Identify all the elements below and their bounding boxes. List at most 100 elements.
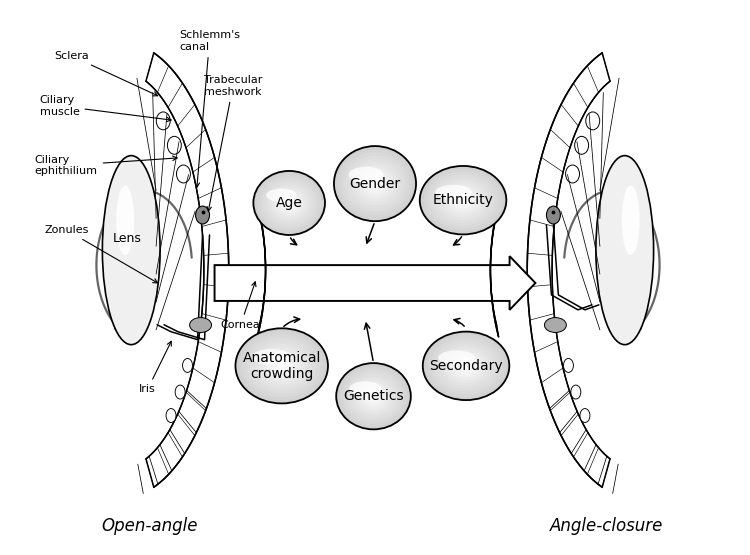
Ellipse shape — [456, 194, 470, 206]
Ellipse shape — [586, 112, 600, 130]
Ellipse shape — [438, 350, 475, 365]
Ellipse shape — [116, 185, 134, 255]
Ellipse shape — [571, 385, 580, 399]
Ellipse shape — [340, 152, 410, 215]
Ellipse shape — [364, 388, 382, 405]
Ellipse shape — [262, 179, 316, 227]
Ellipse shape — [334, 146, 416, 221]
Text: Age: Age — [276, 196, 302, 210]
Text: Trabecular
meshwork: Trabecular meshwork — [204, 75, 262, 211]
Polygon shape — [527, 53, 610, 487]
Ellipse shape — [349, 166, 383, 183]
Ellipse shape — [349, 374, 398, 418]
Text: Ciliary
muscle: Ciliary muscle — [40, 95, 171, 122]
Ellipse shape — [424, 169, 502, 231]
Ellipse shape — [448, 351, 484, 380]
Ellipse shape — [280, 195, 298, 211]
Ellipse shape — [344, 155, 406, 212]
Ellipse shape — [102, 155, 160, 345]
Ellipse shape — [196, 206, 209, 224]
Ellipse shape — [370, 393, 376, 399]
Ellipse shape — [343, 369, 404, 424]
Ellipse shape — [358, 382, 389, 410]
Ellipse shape — [445, 349, 488, 383]
Ellipse shape — [260, 176, 319, 230]
Ellipse shape — [544, 317, 566, 332]
Ellipse shape — [247, 337, 316, 394]
Polygon shape — [490, 203, 499, 337]
Ellipse shape — [236, 329, 328, 403]
Ellipse shape — [268, 184, 310, 221]
Ellipse shape — [272, 187, 307, 219]
Ellipse shape — [361, 385, 386, 407]
Text: Ethnicity: Ethnicity — [433, 193, 494, 207]
Ellipse shape — [348, 159, 402, 209]
Ellipse shape — [259, 347, 305, 385]
Ellipse shape — [448, 189, 478, 211]
Ellipse shape — [430, 174, 496, 226]
Ellipse shape — [251, 341, 313, 391]
Ellipse shape — [430, 337, 502, 395]
Ellipse shape — [346, 371, 401, 421]
Text: Genetics: Genetics — [344, 389, 404, 403]
Ellipse shape — [358, 168, 392, 199]
Ellipse shape — [256, 174, 322, 233]
Ellipse shape — [274, 360, 290, 372]
Text: Zonules: Zonules — [45, 225, 158, 283]
Ellipse shape — [452, 355, 481, 377]
Ellipse shape — [266, 354, 297, 379]
Ellipse shape — [274, 190, 304, 216]
Ellipse shape — [463, 363, 470, 369]
Ellipse shape — [427, 171, 500, 229]
Text: Schlemm's
canal: Schlemm's canal — [179, 31, 240, 187]
Ellipse shape — [574, 137, 589, 154]
Ellipse shape — [350, 381, 381, 395]
Text: Secondary: Secondary — [429, 359, 502, 373]
Text: Cornea: Cornea — [220, 282, 260, 330]
Ellipse shape — [368, 391, 380, 402]
Polygon shape — [257, 203, 265, 337]
Ellipse shape — [566, 165, 580, 183]
Ellipse shape — [351, 162, 399, 205]
Ellipse shape — [176, 385, 185, 399]
Ellipse shape — [547, 206, 560, 224]
Ellipse shape — [270, 356, 293, 375]
Ellipse shape — [167, 137, 182, 154]
Text: Iris: Iris — [140, 341, 171, 395]
Ellipse shape — [438, 180, 488, 220]
Text: Ciliary
ephithilium: Ciliary ephithilium — [34, 155, 177, 176]
Ellipse shape — [284, 198, 296, 208]
Ellipse shape — [239, 331, 324, 400]
Ellipse shape — [435, 185, 472, 199]
Ellipse shape — [355, 165, 395, 203]
Ellipse shape — [622, 185, 640, 255]
Text: Lens: Lens — [112, 231, 142, 245]
Ellipse shape — [434, 178, 492, 223]
Text: Angle-closure: Angle-closure — [550, 517, 664, 535]
Ellipse shape — [420, 166, 506, 234]
Ellipse shape — [336, 363, 411, 430]
Ellipse shape — [460, 198, 466, 203]
Ellipse shape — [445, 186, 481, 214]
Ellipse shape — [252, 349, 291, 365]
Text: Sclera: Sclera — [55, 51, 158, 96]
Ellipse shape — [596, 155, 653, 345]
Text: Open-angle: Open-angle — [101, 517, 197, 535]
Ellipse shape — [452, 191, 474, 209]
Ellipse shape — [190, 317, 211, 332]
Ellipse shape — [266, 181, 313, 224]
Ellipse shape — [368, 178, 382, 190]
Ellipse shape — [156, 112, 170, 130]
Text: Gender: Gender — [350, 176, 400, 190]
Ellipse shape — [339, 366, 408, 427]
Ellipse shape — [362, 171, 388, 196]
FancyArrow shape — [214, 256, 536, 310]
Ellipse shape — [352, 377, 395, 416]
Ellipse shape — [338, 149, 412, 218]
Ellipse shape — [166, 408, 176, 422]
Ellipse shape — [459, 360, 473, 371]
Ellipse shape — [426, 335, 506, 397]
Polygon shape — [146, 53, 229, 487]
Ellipse shape — [286, 200, 292, 205]
Text: Anatomical
crowding: Anatomical crowding — [242, 351, 321, 381]
